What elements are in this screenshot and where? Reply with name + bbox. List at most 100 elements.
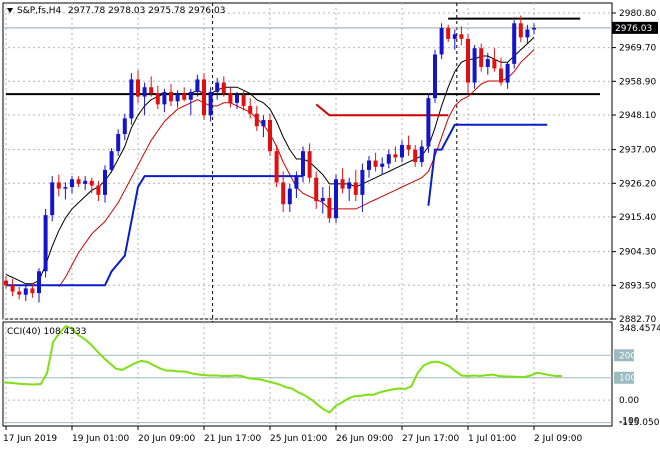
candle-body (301, 151, 305, 177)
candle-body (136, 79, 140, 97)
candle-body (261, 119, 266, 127)
candle (129, 73, 134, 125)
candle (459, 26, 464, 46)
time-axis: 17 Jun 2019 19 Jun 01:00 20 Jun 09:00 21 Ju… (3, 426, 583, 444)
current-price-tag (612, 21, 658, 34)
candle (155, 85, 160, 110)
candle (499, 57, 503, 86)
candle-body (96, 185, 101, 195)
candle (340, 168, 345, 194)
candle-body (182, 93, 187, 100)
cci-tick-label: 0.00 (619, 396, 639, 406)
candle-body (202, 79, 206, 116)
candle-body (188, 91, 193, 100)
candle (367, 155, 371, 178)
price-axis: 2980.80 2969.70 2958.90 2948.10 2937.00 2926.… (612, 9, 658, 325)
candles (4, 15, 536, 303)
candle-body (347, 182, 352, 189)
ma-fast-line (5, 36, 535, 285)
candle-body (37, 271, 41, 294)
chart-header: S&P,fs,H4 2977.78 2978.03 2975.78 2976.0… (7, 6, 225, 16)
candle (353, 169, 358, 202)
candle-body (109, 151, 114, 170)
candle-body (221, 82, 226, 94)
candle (50, 176, 55, 222)
candle-body (274, 151, 279, 183)
candle-body (353, 182, 358, 195)
candle-body (195, 79, 200, 92)
candle (175, 90, 180, 108)
horizontal-levels (3, 17, 612, 96)
candle (261, 115, 266, 138)
cci-panel-frame (2, 321, 613, 427)
candle-body (254, 113, 259, 127)
candle-body (472, 48, 477, 83)
candle (525, 24, 530, 44)
candle (400, 140, 404, 163)
price-tick-label: 2980.80 (619, 9, 656, 19)
candle (281, 171, 286, 213)
candle-body (426, 98, 431, 147)
cci-tick-label: -100 (619, 417, 640, 427)
candle-body (532, 27, 536, 30)
candle (334, 174, 338, 223)
candle-body (129, 79, 134, 119)
candle (512, 20, 517, 69)
candle (4, 275, 8, 289)
candle (485, 52, 490, 75)
candle (433, 49, 437, 103)
cci-tick-label: 348.4574 (619, 324, 660, 334)
candle (103, 165, 107, 203)
candle (393, 146, 398, 163)
candle-body (320, 197, 325, 202)
candle-body (241, 95, 246, 106)
candle (274, 144, 279, 188)
candle (188, 88, 193, 116)
candle (413, 144, 418, 167)
price-tick-label: 2958.90 (619, 77, 656, 87)
candle-body (175, 93, 180, 102)
cci-line (2, 324, 562, 414)
candle-body (169, 91, 173, 102)
candle-body (83, 180, 88, 184)
candle (446, 24, 451, 42)
candle (492, 48, 497, 72)
cci-level-tag (614, 349, 634, 362)
ohlc-readout: 2977.78 2978.03 2975.78 2976.03 (68, 6, 225, 16)
dropdown-triangle-icon[interactable] (7, 8, 13, 13)
candle (228, 87, 233, 108)
price-tick-label: 2937.00 (619, 146, 656, 156)
cci-series-line (2, 324, 562, 414)
current-price-label: 2976.03 (615, 24, 652, 34)
candle (314, 171, 319, 209)
candle-body (142, 87, 147, 97)
price-tick-label: 2904.30 (619, 248, 656, 258)
cci-tick-label: 100 (619, 374, 636, 384)
candle (479, 43, 484, 72)
candle (116, 129, 121, 156)
candle-body (314, 177, 319, 202)
candle-body (17, 291, 22, 295)
candle-body (512, 23, 517, 64)
candle (149, 76, 154, 97)
time-tick-label: 1 Jul 01:00 (468, 434, 517, 444)
candle (439, 23, 444, 60)
candle (63, 182, 68, 200)
candle-body (215, 82, 220, 92)
candle (70, 176, 74, 194)
time-tick-label: 27 Jun 17:00 (402, 434, 459, 444)
candle (17, 286, 22, 300)
candle-body (327, 197, 332, 219)
candle-body (30, 288, 35, 294)
time-tick-label: 26 Jun 09:00 (336, 434, 393, 444)
price-tick-label: 2969.70 (619, 44, 656, 54)
time-tick-label: 20 Jun 09:00 (138, 434, 195, 444)
candle (109, 148, 114, 174)
candle (10, 279, 15, 297)
candle (241, 90, 246, 111)
trailing-stop-blue (427, 123, 548, 206)
candle-body (360, 169, 365, 195)
candle (195, 74, 200, 97)
candle-body (122, 118, 127, 135)
candle (320, 187, 325, 214)
